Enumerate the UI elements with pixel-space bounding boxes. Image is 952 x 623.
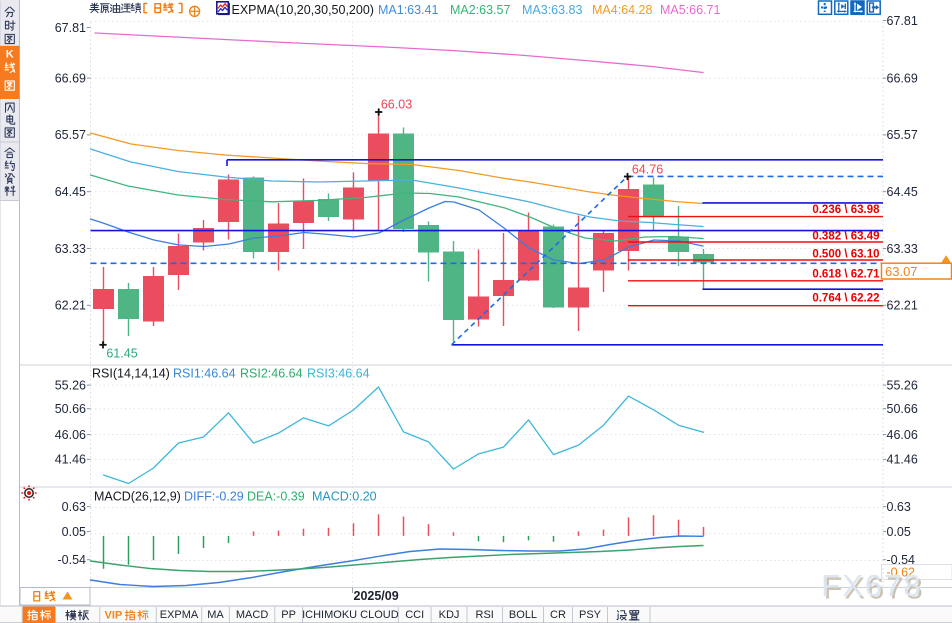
svg-text:-0.62: -0.62 <box>887 565 916 579</box>
svg-text:MACD: MACD <box>236 609 268 621</box>
svg-text:0.05: 0.05 <box>62 525 86 539</box>
svg-text:0.63: 0.63 <box>62 500 86 514</box>
svg-text:-0.54: -0.54 <box>887 553 916 567</box>
svg-text:0.05: 0.05 <box>887 525 911 539</box>
svg-text:63.33: 63.33 <box>887 242 918 256</box>
svg-text:VIP: VIP <box>105 610 123 622</box>
svg-text:MA: MA <box>207 609 224 621</box>
svg-text:55.26: 55.26 <box>887 378 918 392</box>
svg-text:64.45: 64.45 <box>887 185 918 199</box>
svg-text:RSI(14,14,14): RSI(14,14,14) <box>92 367 170 381</box>
svg-text:50.66: 50.66 <box>887 402 918 416</box>
svg-text:0.236 \ 63.98: 0.236 \ 63.98 <box>812 204 880 216</box>
svg-text:0.764 \ 62.22: 0.764 \ 62.22 <box>812 293 879 305</box>
svg-text:EXPMA: EXPMA <box>160 609 199 621</box>
svg-text:PSY: PSY <box>579 609 602 621</box>
svg-text:-0.54: -0.54 <box>58 553 87 567</box>
svg-text:DEA:-0.39: DEA:-0.39 <box>247 490 305 504</box>
svg-text:0.382 \ 63.49: 0.382 \ 63.49 <box>812 231 879 243</box>
svg-text:RSI2:46.64: RSI2:46.64 <box>240 367 303 381</box>
svg-text:62.21: 62.21 <box>55 299 86 313</box>
svg-text:65.57: 65.57 <box>887 128 918 142</box>
svg-text:K: K <box>6 49 14 61</box>
svg-text:62.21: 62.21 <box>887 299 918 313</box>
svg-text:61.45: 61.45 <box>106 346 137 360</box>
svg-text:46.06: 46.06 <box>887 428 918 442</box>
svg-text:64.45: 64.45 <box>55 185 86 199</box>
svg-text:50.66: 50.66 <box>55 402 86 416</box>
svg-text:MACD(26,12,9): MACD(26,12,9) <box>94 490 181 504</box>
svg-text:66.03: 66.03 <box>381 98 412 112</box>
svg-text:0.500 \ 63.10: 0.500 \ 63.10 <box>812 249 879 261</box>
svg-text:67.81: 67.81 <box>887 14 918 28</box>
svg-text:0.618 \ 62.71: 0.618 \ 62.71 <box>812 269 880 281</box>
svg-text:55.26: 55.26 <box>55 378 86 392</box>
svg-text:0.63: 0.63 <box>887 500 911 514</box>
svg-text:MA4:64.28: MA4:64.28 <box>592 3 653 17</box>
svg-text:FX678: FX678 <box>821 568 922 603</box>
svg-text:41.46: 41.46 <box>55 453 86 467</box>
svg-text:EXPMA(10,20,30,50,200): EXPMA(10,20,30,50,200) <box>232 3 374 17</box>
svg-text:BOLL: BOLL <box>509 609 537 621</box>
svg-text:ICHIMOKU CLOUD: ICHIMOKU CLOUD <box>302 609 399 621</box>
svg-text:CCI: CCI <box>405 609 424 621</box>
svg-text:MA2:63.57: MA2:63.57 <box>450 3 511 17</box>
svg-text:RSI3:46.64: RSI3:46.64 <box>307 367 370 381</box>
svg-text:KDJ: KDJ <box>439 609 460 621</box>
svg-text:RSI1:46.64: RSI1:46.64 <box>173 367 236 381</box>
svg-text:63.07: 63.07 <box>885 264 918 279</box>
svg-text:FX678: FX678 <box>824 570 925 605</box>
svg-text:41.46: 41.46 <box>887 453 918 467</box>
svg-text:CR: CR <box>550 609 566 621</box>
svg-text:65.57: 65.57 <box>55 128 86 142</box>
svg-text:66.69: 66.69 <box>887 71 918 85</box>
svg-text:67.81: 67.81 <box>55 21 86 35</box>
svg-text:66.69: 66.69 <box>55 71 86 85</box>
svg-text:DIFF:-0.29: DIFF:-0.29 <box>184 490 244 504</box>
svg-text:MA1:63.41: MA1:63.41 <box>378 3 439 17</box>
svg-text:2025/09: 2025/09 <box>354 589 399 603</box>
svg-text:MA3:63.83: MA3:63.83 <box>522 3 583 17</box>
svg-text:MA5:66.71: MA5:66.71 <box>660 3 721 17</box>
svg-text:46.06: 46.06 <box>55 428 86 442</box>
svg-text:RSI: RSI <box>476 609 494 621</box>
svg-text:64.76: 64.76 <box>632 162 663 176</box>
svg-text:PP: PP <box>281 609 296 621</box>
svg-text:63.33: 63.33 <box>55 242 86 256</box>
svg-text:MACD:0.20: MACD:0.20 <box>312 490 377 504</box>
